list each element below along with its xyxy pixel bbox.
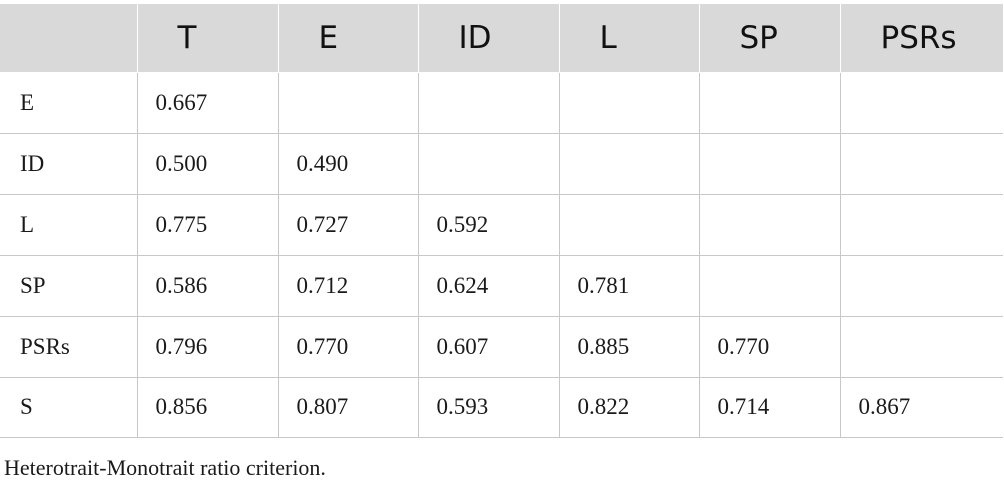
table-cell <box>839 71 1003 134</box>
table-cell <box>839 132 1003 195</box>
column-header-psrs: PSRs <box>839 4 1004 73</box>
row-label: PSRs <box>0 315 138 378</box>
table-row: SP 0.586 0.712 0.624 0.781 <box>0 254 1003 317</box>
table-cell: 0.712 <box>277 254 419 317</box>
table-row: ID 0.500 0.490 <box>0 132 1003 195</box>
table-cell: 0.807 <box>277 376 419 438</box>
htmt-table: T E ID L SP PSRs E 0.667 ID 0.500 0.490 L 0.77… <box>0 4 1004 438</box>
column-header-id: ID <box>417 4 560 73</box>
table-cell: 0.781 <box>558 254 700 317</box>
table-cell: 0.714 <box>698 376 841 438</box>
table-row: L 0.775 0.727 0.592 <box>0 193 1003 256</box>
table-cell: 0.500 <box>136 132 279 195</box>
table-cell: 0.867 <box>839 376 1003 438</box>
row-label: S <box>0 376 138 438</box>
table-caption: Heterotrait-Monotrait ratio criterion. <box>4 455 326 480</box>
table-cell: 0.624 <box>417 254 560 317</box>
table-cell: 0.592 <box>417 193 560 256</box>
table-cell <box>558 132 700 195</box>
table-cell <box>839 254 1003 317</box>
header-corner-cell <box>0 4 138 73</box>
table-cell <box>698 71 841 134</box>
table-cell <box>417 71 560 134</box>
table-cell <box>698 193 841 256</box>
table-cell <box>698 254 841 317</box>
row-label: L <box>0 193 138 256</box>
table-cell: 0.770 <box>277 315 419 378</box>
table-cell: 0.490 <box>277 132 419 195</box>
table-cell <box>698 132 841 195</box>
table-cell: 0.796 <box>136 315 279 378</box>
table-cell: 0.775 <box>136 193 279 256</box>
table-cell <box>558 71 700 134</box>
table-cell: 0.822 <box>558 376 700 438</box>
column-header-l: L <box>558 4 700 73</box>
table-header: T E ID L SP PSRs <box>0 4 1004 73</box>
table-cell <box>277 71 419 134</box>
table-cell: 0.586 <box>136 254 279 317</box>
row-label: E <box>0 71 138 134</box>
header-row: T E ID L SP PSRs <box>0 4 1004 73</box>
table-row: PSRs 0.796 0.770 0.607 0.885 0.770 <box>0 315 1003 378</box>
table-cell: 0.770 <box>698 315 841 378</box>
table-cell: 0.667 <box>136 71 279 134</box>
table-cell <box>839 193 1003 256</box>
table-row: S 0.856 0.807 0.593 0.822 0.714 0.867 <box>0 376 1003 438</box>
table-body: E 0.667 ID 0.500 0.490 L 0.775 0.727 0.592 SP 0.58… <box>0 71 1003 438</box>
row-label: SP <box>0 254 138 317</box>
table-cell: 0.885 <box>558 315 700 378</box>
table-cell: 0.607 <box>417 315 560 378</box>
table-cell <box>417 132 560 195</box>
table-row: E 0.667 <box>0 71 1003 134</box>
column-header-e: E <box>277 4 419 73</box>
table-cell <box>558 193 700 256</box>
table-cell: 0.593 <box>417 376 560 438</box>
column-header-t: T <box>136 4 279 73</box>
table-cell: 0.727 <box>277 193 419 256</box>
column-header-sp: SP <box>698 4 841 73</box>
row-label: ID <box>0 132 138 195</box>
table-cell <box>839 315 1003 378</box>
table-cell: 0.856 <box>136 376 279 438</box>
